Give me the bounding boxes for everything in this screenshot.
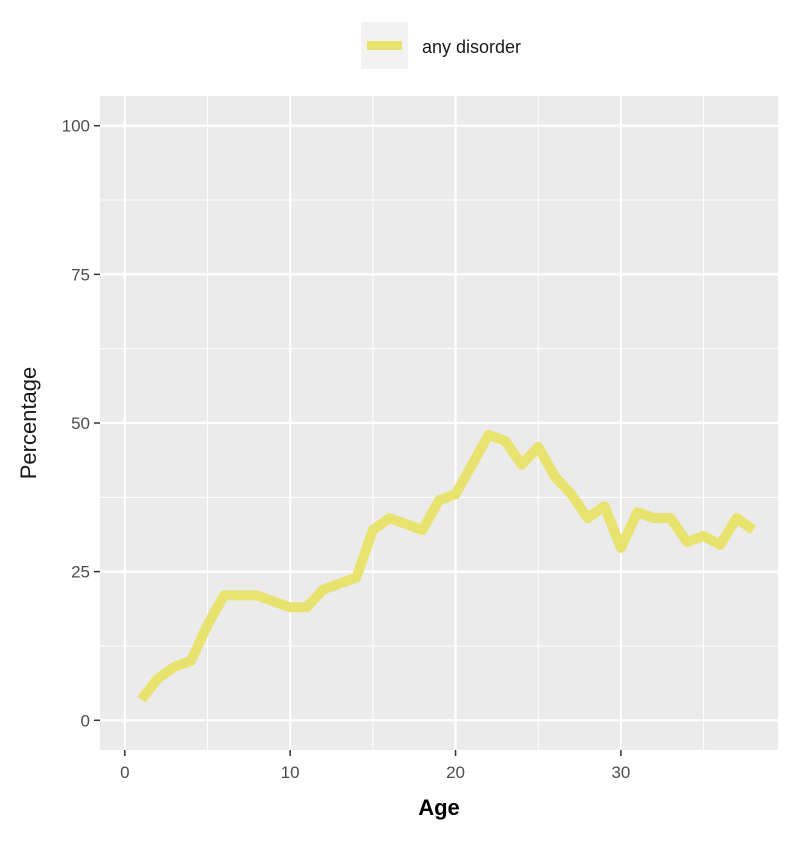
legend-key-swatch [367,41,402,50]
series-layer [137,429,757,703]
x-tick-label: 0 [120,763,129,782]
x-tick-label: 30 [611,763,630,782]
legend: any disorder [361,22,521,69]
major-grid [100,96,778,750]
y-tick-label: 100 [62,117,90,136]
x-tick-label: 20 [446,763,465,782]
legend-label: any disorder [422,37,521,57]
y-axis: 0 25 50 75 100 [62,117,100,730]
x-axis: 0 10 20 30 [120,750,630,782]
series-line [137,429,757,703]
x-tick-label: 10 [281,763,300,782]
y-tick-label: 0 [81,711,90,730]
y-tick-label: 75 [71,265,90,284]
y-tick-label: 25 [71,563,90,582]
x-axis-title: Age [418,795,460,820]
y-axis-title: Percentage [16,367,41,480]
y-tick-label: 50 [71,414,90,433]
